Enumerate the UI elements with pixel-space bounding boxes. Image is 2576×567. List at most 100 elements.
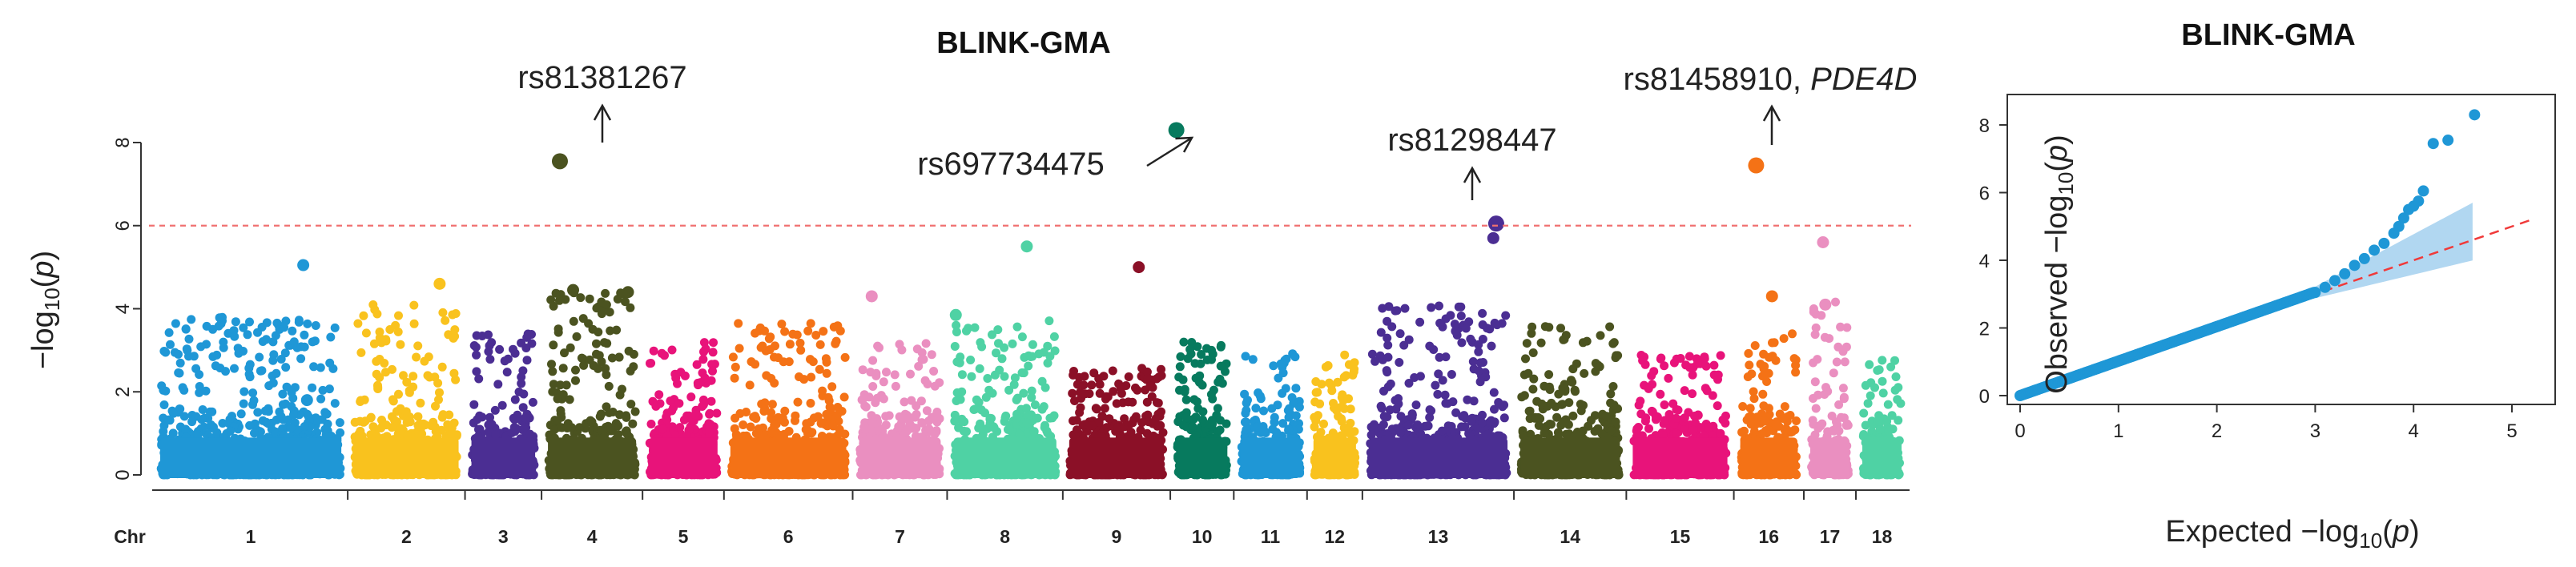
snp-point [1028, 340, 1037, 349]
snp-point [1346, 404, 1355, 414]
snp-point [1447, 370, 1456, 379]
snp-point [1189, 395, 1199, 404]
snp-point [330, 323, 340, 332]
snp-point [324, 384, 334, 394]
snp-point [997, 354, 1007, 364]
snp-point [195, 370, 204, 380]
snp-point [286, 423, 296, 432]
snp-point [806, 319, 815, 328]
snp-point [746, 422, 755, 432]
snp-point [932, 408, 942, 416]
snp-point [1310, 422, 1319, 432]
snp-point [1012, 393, 1022, 403]
snp-point [674, 399, 684, 408]
snp-point [1015, 429, 1024, 439]
snp-point [839, 392, 849, 402]
snp-point [827, 382, 837, 392]
snp-point [970, 323, 980, 332]
snp-point [980, 408, 989, 417]
snp-point [1076, 403, 1085, 412]
snp-point [447, 428, 457, 438]
snp-point [375, 328, 384, 336]
snp-point [394, 389, 403, 399]
chr-points-6 [727, 319, 850, 480]
snp-point [409, 300, 419, 310]
snp-point [394, 311, 403, 320]
snp-point [692, 360, 702, 369]
chr-points-5 [645, 338, 722, 480]
snp-point [621, 297, 630, 307]
snp-point [179, 412, 189, 421]
chr-label-10: 10 [1192, 526, 1213, 547]
snp-point [575, 423, 584, 432]
snp-point [521, 344, 531, 352]
snp-point [626, 303, 635, 312]
snp-point [712, 408, 722, 418]
snp-point [1124, 420, 1133, 430]
snp-point [1142, 367, 1152, 376]
y-tick-label: 2 [112, 387, 134, 397]
chr-points-2 [350, 300, 461, 480]
snp-point [1315, 399, 1325, 408]
snp-point [560, 348, 569, 358]
snp-point [728, 352, 738, 362]
snp-point [205, 407, 215, 416]
snp-point [1337, 416, 1346, 426]
snp-point [572, 332, 582, 341]
snp-point [994, 339, 1003, 348]
snp-point [472, 331, 481, 340]
snp-point [368, 422, 378, 432]
snp-point [707, 360, 717, 369]
snp-point [509, 415, 519, 424]
snp-point [1395, 424, 1404, 433]
snp-point [831, 336, 841, 346]
snp-point [767, 400, 777, 409]
snp-point [561, 380, 571, 390]
snp-point [245, 360, 255, 369]
snp-point [701, 344, 710, 354]
snp-point [300, 422, 309, 431]
snp-point [253, 408, 263, 417]
snp-point [509, 423, 519, 432]
snp-point [587, 417, 597, 427]
y-tick-label: 4 [112, 304, 134, 314]
snp-point [651, 401, 661, 411]
snp-point [966, 356, 976, 364]
snp-point [1489, 388, 1499, 397]
snp-point [326, 332, 336, 342]
chr-label-6: 6 [783, 526, 794, 547]
chr-label-16: 16 [1758, 526, 1779, 547]
snp-point [704, 427, 714, 436]
snp-point [405, 412, 414, 421]
snp-point [281, 363, 291, 372]
snp-point [437, 362, 447, 372]
snp-point [1386, 379, 1395, 388]
snp-point [279, 430, 288, 440]
snp-point [359, 311, 368, 320]
snp-point [1495, 400, 1504, 409]
snp-point [602, 402, 611, 412]
snp-point [671, 373, 681, 383]
snp-point [281, 399, 290, 408]
snp-point [1188, 422, 1197, 432]
snp-point [255, 352, 264, 362]
snp-point [819, 327, 828, 336]
snp-point [579, 360, 589, 370]
snp-point [435, 388, 444, 397]
snp-point [615, 410, 624, 420]
snp-point [195, 382, 204, 391]
snp-point [1030, 400, 1040, 409]
snp-point [1383, 352, 1393, 362]
snp-point [197, 415, 207, 424]
snp-point [1285, 404, 1294, 413]
snp-point [553, 416, 562, 425]
snp-point [571, 365, 580, 375]
chr-density-band [1177, 437, 1228, 478]
snp-point [1112, 399, 1121, 408]
snp-point [592, 304, 602, 313]
snp-point [693, 378, 702, 388]
snp-point [268, 371, 277, 380]
chr-density-band [859, 437, 941, 478]
snp-point [1175, 362, 1185, 372]
